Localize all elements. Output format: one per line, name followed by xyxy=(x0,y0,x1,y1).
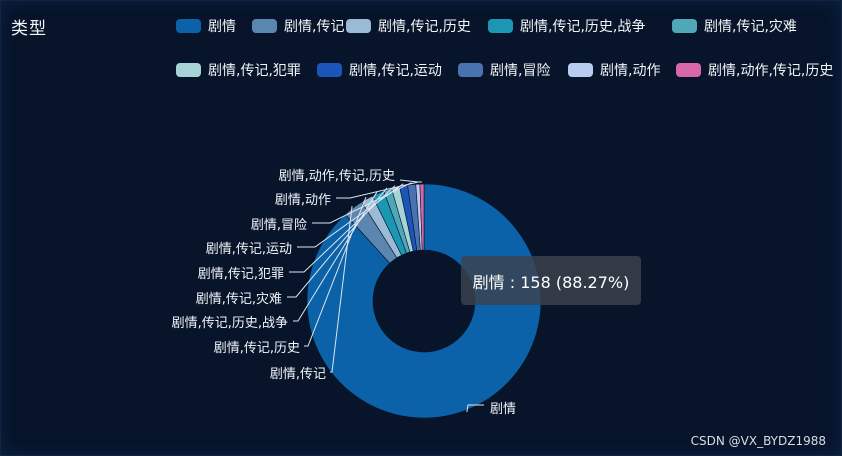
legend-swatch xyxy=(317,63,342,77)
legend-item[interactable]: 剧情,传记,运动 xyxy=(317,60,442,80)
tooltip: 剧情 : 158 (88.27%) xyxy=(461,256,641,305)
slice-label: 剧情,冒险 xyxy=(251,218,307,233)
legend-label: 剧情,传记,犯罪 xyxy=(208,63,301,79)
legend-label: 剧情,传记,历史,战争 xyxy=(520,19,646,35)
label-line xyxy=(297,183,404,248)
pie-slice[interactable] xyxy=(419,183,425,251)
legend-label: 剧情,动作,传记,历史 xyxy=(708,63,834,79)
legend-label: 剧情,传记 xyxy=(284,19,345,35)
slice-label: 剧情,传记,历史 xyxy=(214,341,300,356)
label-line xyxy=(287,187,388,298)
slice-label: 剧情,传记,灾难 xyxy=(196,291,282,307)
legend-label: 剧情,传记,灾难 xyxy=(704,19,797,35)
legend-swatch xyxy=(176,19,201,33)
legend-item[interactable]: 剧情,传记,历史,战争 xyxy=(488,16,645,36)
slice-label: 剧情,传记,历史,战争 xyxy=(172,316,288,331)
legend-label: 剧情,传记,历史 xyxy=(378,19,471,35)
legend-item[interactable]: 剧情,冒险 xyxy=(458,60,550,80)
legend-item[interactable]: 剧情,传记,灾难 xyxy=(672,16,797,36)
legend-swatch xyxy=(676,63,701,77)
slice-label: 剧情 xyxy=(490,402,516,417)
slice-label: 剧情,动作 xyxy=(275,193,331,208)
legend-swatch xyxy=(176,63,201,77)
legend-item[interactable]: 剧情,传记,犯罪 xyxy=(176,60,301,80)
label-line xyxy=(336,181,418,199)
legend-label: 剧情,冒险 xyxy=(490,63,551,79)
label-line xyxy=(289,185,396,273)
legend-item[interactable]: 剧情,动作,传记,历史 xyxy=(676,60,833,80)
legend-item[interactable]: 剧情,传记,历史 xyxy=(346,16,471,36)
legend-swatch xyxy=(346,19,371,33)
label-line xyxy=(312,182,412,224)
legend-swatch xyxy=(488,19,513,33)
chart-title: 类型 xyxy=(11,19,47,39)
label-line xyxy=(330,206,353,373)
label-line xyxy=(293,191,378,322)
legend-swatch xyxy=(458,63,483,77)
legend-swatch xyxy=(568,63,593,77)
label-line xyxy=(466,404,484,413)
slice-label: 剧情,动作,传记,历史 xyxy=(279,169,395,184)
label-line xyxy=(399,179,422,183)
watermark: CSDN @VX_BYDZ1988 xyxy=(690,434,826,448)
slice-label: 剧情,传记,犯罪 xyxy=(198,267,284,282)
legend-label: 剧情 xyxy=(208,19,236,35)
legend-item[interactable]: 剧情,传记 xyxy=(252,16,344,36)
slice-label: 剧情,传记,运动 xyxy=(206,242,292,257)
legend-label: 剧情,传记,运动 xyxy=(349,63,442,79)
label-line xyxy=(304,196,367,347)
legend-swatch xyxy=(252,19,277,33)
legend-swatch xyxy=(672,19,697,33)
legend-label: 剧情,动作 xyxy=(600,63,661,79)
legend-item[interactable]: 剧情,动作 xyxy=(568,60,660,80)
legend-item[interactable]: 剧情 xyxy=(176,16,236,36)
slice-label: 剧情,传记 xyxy=(270,367,326,382)
